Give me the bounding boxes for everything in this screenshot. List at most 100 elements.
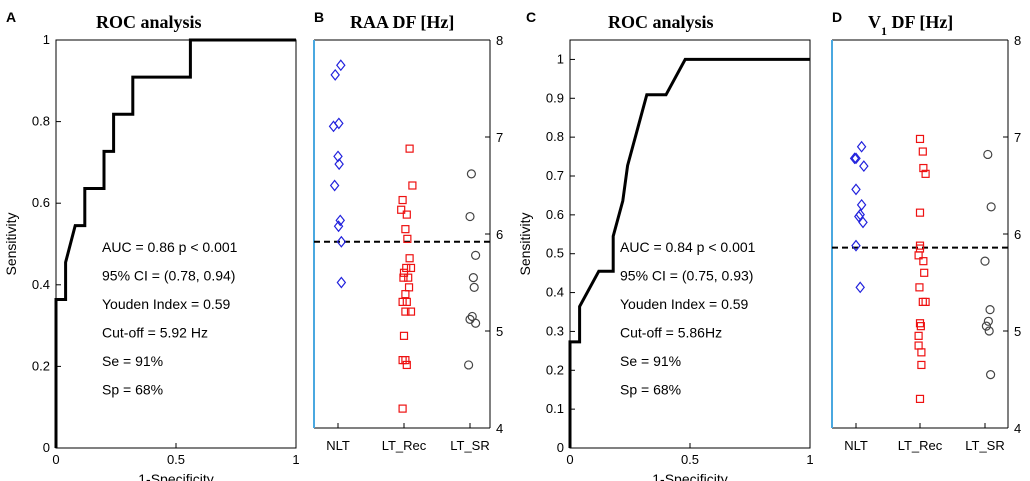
panel-title-B: RAA DF [Hz]: [350, 12, 454, 32]
y-tick-label: 0.3: [546, 323, 564, 338]
data-point-LT_SR: [980, 256, 990, 266]
data-point-LT_Rec: [402, 263, 411, 273]
y-tick-label: 0.6: [546, 207, 564, 222]
stat-annotation: Cut-off = 5.86Hz: [620, 325, 722, 341]
data-point-LT_Rec: [915, 134, 925, 144]
stat-annotation: Se = 91%: [102, 353, 163, 369]
roc-curve: [54, 38, 296, 448]
data-point-NLT: [334, 117, 344, 130]
x-tick-label: 1: [806, 452, 813, 467]
panel-label-C: C: [526, 9, 536, 25]
data-point-LT_Rec: [401, 307, 410, 316]
category-label: NLT: [844, 438, 868, 453]
category-label: LT_SR: [965, 438, 1005, 453]
data-point-LT_SR: [981, 321, 992, 331]
data-point-LT_Rec: [402, 360, 411, 370]
data-point-LT_Rec: [917, 360, 926, 370]
y-tick-label: 0.5: [546, 246, 564, 261]
data-point-NLT: [328, 120, 339, 133]
roc-curve: [568, 57, 810, 448]
y-axis-label: Sensitivity: [3, 212, 19, 275]
data-point-NLT: [330, 68, 340, 81]
data-point-NLT: [335, 214, 346, 227]
y-tick-label: 6: [496, 227, 503, 242]
data-point-LT_Rec: [399, 331, 409, 340]
data-point-LT_Rec: [405, 144, 414, 153]
y-tick-label: 0.9: [546, 90, 564, 105]
panel-label-A: A: [6, 9, 16, 25]
stat-annotation: AUC = 0.84 p < 0.001: [620, 239, 756, 255]
data-point-LT_Rec: [399, 268, 409, 277]
data-point-LT_Rec: [915, 208, 925, 217]
data-point-LT_Rec: [402, 210, 411, 219]
data-point-LT_SR: [471, 318, 481, 328]
panel-title-D: V1 DF [Hz]: [868, 12, 953, 38]
y-axis-label: Sensitivity: [517, 212, 533, 275]
data-point-LT_Rec: [398, 195, 407, 205]
y-tick-label: 7: [1014, 130, 1021, 145]
panel-label-B: B: [314, 9, 324, 25]
data-point-LT_Rec: [398, 404, 407, 413]
x-tick-label: 1: [292, 452, 299, 467]
y-tick-label: 0.6: [32, 195, 50, 210]
y-tick-label: 0.1: [546, 401, 564, 416]
data-point-NLT: [851, 239, 861, 252]
x-tick-label: 0.5: [681, 452, 699, 467]
y-tick-label: 1: [43, 32, 50, 47]
data-point-LT_Rec: [398, 356, 407, 365]
stat-annotation: Youden Index = 0.59: [102, 296, 231, 312]
stat-annotation: 95% CI = (0.75, 0.93): [620, 268, 753, 284]
data-point-NLT: [855, 281, 865, 294]
data-point-LT_Rec: [917, 348, 926, 357]
data-point-NLT: [856, 140, 867, 153]
data-point-LT_Rec: [915, 283, 924, 292]
data-point-LT_Rec: [921, 297, 930, 306]
data-point-LT_Rec: [915, 394, 925, 403]
y-tick-label: 0.7: [546, 168, 564, 183]
y-tick-label: 0.8: [32, 114, 50, 129]
data-point-LT_Rec: [402, 297, 411, 306]
y-tick-label: 7: [496, 130, 503, 145]
data-point-LT_Rec: [914, 331, 923, 340]
data-point-LT_Rec: [408, 181, 417, 190]
data-point-LT_SR: [983, 316, 993, 326]
data-point-LT_Rec: [918, 147, 927, 156]
data-point-LT_SR: [471, 250, 481, 260]
data-point-LT_SR: [984, 326, 994, 336]
data-point-LT_Rec: [399, 273, 408, 282]
data-point-LT_SR: [986, 202, 996, 212]
data-point-LT_SR: [983, 149, 993, 160]
x-axis-label: 1-Specificity: [138, 471, 213, 481]
data-point-NLT: [859, 160, 869, 173]
data-point-LT_SR: [466, 169, 476, 179]
x-tick-label: 0.5: [167, 452, 185, 467]
data-point-LT_Rec: [403, 234, 412, 243]
x-tick-label: 0: [52, 452, 59, 467]
y-tick-label: 4: [1014, 421, 1021, 436]
y-tick-label: 0.2: [546, 362, 564, 377]
stat-annotation: Sp = 68%: [102, 382, 163, 398]
y-tick-label: 8: [496, 33, 503, 48]
data-point-NLT: [849, 152, 860, 165]
data-point-LT_Rec: [921, 169, 930, 178]
data-point-LT_Rec: [919, 163, 928, 173]
y-tick-label: 1: [557, 51, 564, 66]
y-tick-label: 4: [496, 421, 503, 436]
data-point-LT_Rec: [914, 341, 923, 350]
data-point-LT_Rec: [918, 297, 927, 306]
stat-annotation: Se = 91%: [620, 353, 681, 369]
data-point-NLT: [333, 220, 344, 233]
category-label: NLT: [326, 438, 350, 453]
panel-title-C: ROC analysis: [608, 12, 714, 32]
data-point-NLT: [856, 198, 867, 211]
data-point-NLT: [851, 183, 861, 196]
panel-title-A: ROC analysis: [96, 12, 202, 32]
data-point-LT_Rec: [916, 322, 925, 331]
data-point-LT_Rec: [401, 290, 410, 299]
panel-label-D: D: [832, 9, 842, 25]
data-point-LT_Rec: [401, 225, 410, 234]
stat-annotation: Sp = 68%: [620, 382, 681, 398]
data-point-NLT: [854, 210, 864, 223]
data-point-LT_SR: [469, 282, 479, 292]
y-tick-label: 0: [43, 440, 50, 455]
